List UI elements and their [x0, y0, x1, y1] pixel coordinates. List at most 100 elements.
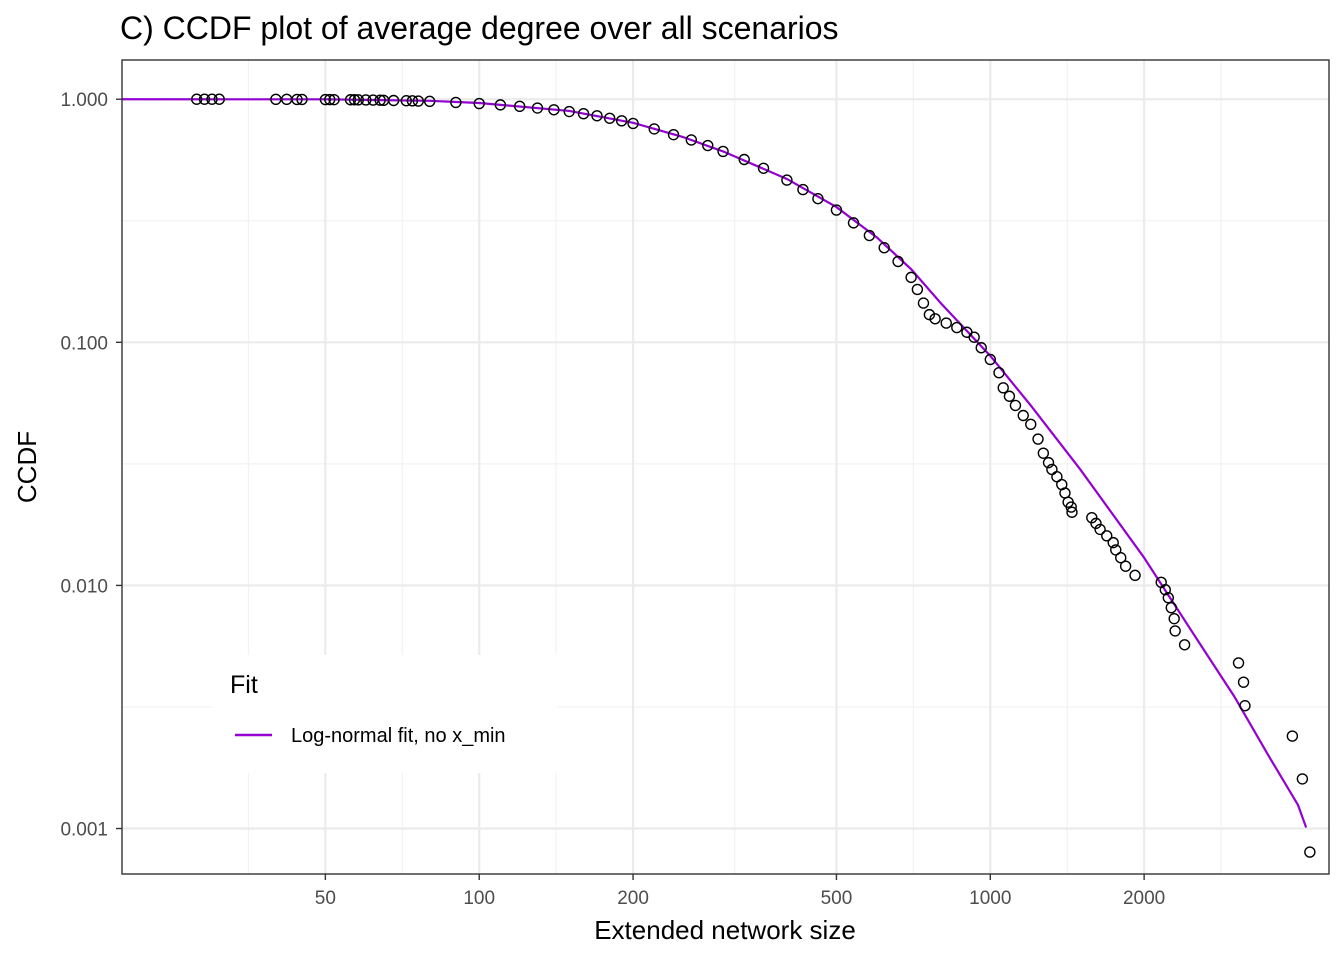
data-point	[406, 95, 419, 107]
data-point	[1168, 612, 1180, 625]
data-point	[591, 110, 603, 122]
data-point	[685, 134, 697, 146]
y-tick-label: 0.010	[60, 576, 108, 597]
data-point	[577, 107, 590, 120]
data-point	[1178, 639, 1191, 651]
data-point	[548, 104, 560, 116]
data-point	[1162, 592, 1174, 604]
data-point	[993, 367, 1005, 379]
data-layer	[121, 93, 1316, 858]
data-point	[1017, 409, 1029, 422]
data-point	[1090, 517, 1102, 530]
data-point	[984, 353, 996, 366]
data-point	[473, 97, 485, 110]
data-point	[563, 105, 575, 118]
data-point	[352, 94, 365, 106]
data-point	[1003, 390, 1016, 402]
data-point	[1237, 676, 1250, 688]
data-point	[830, 204, 843, 216]
data-point	[531, 102, 544, 114]
data-point	[997, 382, 1009, 394]
y-axis-ticks: 1.000 0.100 0.010 0.001	[60, 90, 122, 841]
data-point	[400, 95, 413, 107]
data-point	[513, 100, 526, 113]
data-point	[667, 128, 680, 141]
data-point	[198, 93, 211, 105]
data-point	[1304, 846, 1316, 858]
data-point	[1296, 773, 1309, 785]
data-point	[319, 93, 332, 106]
data-point	[702, 139, 714, 152]
data-point	[929, 313, 941, 325]
data-point	[423, 95, 436, 108]
data-point	[494, 99, 507, 111]
data-point	[387, 94, 400, 107]
x-tick-label: 500	[821, 888, 853, 909]
data-point	[863, 229, 876, 242]
data-point	[1025, 418, 1037, 431]
data-point	[1115, 552, 1127, 564]
data-point	[1042, 456, 1055, 469]
data-point	[374, 94, 386, 106]
data-point	[291, 93, 303, 106]
data-point	[812, 192, 824, 205]
data-point	[738, 153, 750, 166]
data-point	[781, 174, 793, 186]
data-point	[206, 93, 218, 105]
data-point	[296, 93, 308, 106]
data-point	[940, 317, 952, 329]
data-point	[968, 331, 980, 343]
x-tick-label: 2000	[1123, 888, 1165, 909]
minor-gridlines	[122, 60, 1329, 874]
data-point	[951, 321, 963, 334]
data-point	[190, 93, 203, 105]
x-tick-label: 1000	[969, 888, 1011, 909]
data-point	[717, 145, 729, 158]
data-point	[348, 94, 361, 106]
data-point	[360, 94, 372, 106]
data-point	[1169, 625, 1181, 637]
data-point	[1239, 700, 1251, 712]
data-point	[975, 342, 987, 354]
legend-entry-label: Log-normal fit, no x_min	[291, 725, 506, 747]
data-point	[1107, 536, 1119, 549]
data-point	[615, 115, 628, 127]
data-point	[1110, 544, 1122, 556]
data-point	[923, 308, 936, 321]
data-point	[213, 93, 225, 105]
data-point	[344, 94, 357, 106]
data-point	[1119, 560, 1132, 572]
data-point	[324, 93, 336, 106]
data-point	[450, 96, 462, 109]
data-point	[328, 93, 340, 106]
y-axis-title: CCDF	[12, 431, 42, 503]
data-point	[1232, 657, 1245, 669]
data-point	[1066, 506, 1078, 518]
data-point	[892, 255, 904, 268]
y-tick-label: 0.001	[60, 820, 108, 841]
legend: Fit Log-normal fit, no x_min	[212, 655, 557, 773]
data-point	[412, 95, 425, 107]
data-point	[1129, 569, 1141, 582]
x-axis-title: Extended network size	[594, 915, 856, 945]
data-point	[1009, 399, 1022, 412]
x-axis-ticks: 50 100 200 500 1000 2000	[315, 874, 1165, 909]
legend-background	[212, 655, 557, 773]
data-point	[847, 217, 860, 229]
legend-title: Fit	[230, 671, 258, 699]
data-point	[1032, 433, 1044, 445]
data-point	[905, 271, 917, 284]
data-point	[1101, 530, 1113, 542]
data-point	[1165, 601, 1177, 614]
x-tick-label: 50	[315, 888, 336, 909]
data-point	[270, 93, 282, 106]
data-point	[1094, 523, 1106, 536]
data-point	[797, 183, 809, 196]
y-tick-label: 1.000	[60, 90, 108, 111]
chart-title: C) CCDF plot of average degree over all …	[120, 10, 839, 46]
data-point	[1159, 584, 1171, 596]
data-point	[911, 283, 924, 296]
data-point	[603, 112, 616, 124]
data-point	[627, 117, 639, 130]
